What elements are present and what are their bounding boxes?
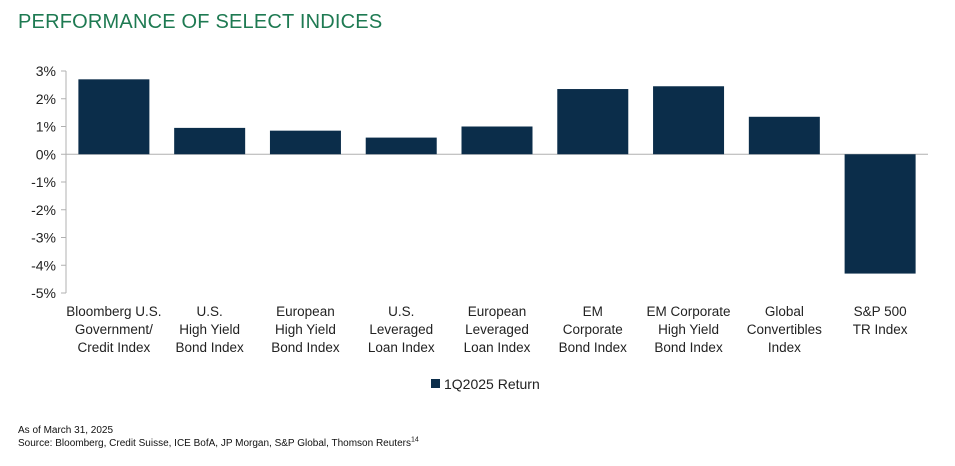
bar xyxy=(174,127,246,155)
source-reference: 14 xyxy=(410,436,419,444)
y-tick-label: -1% xyxy=(31,174,56,190)
as-of-note: As of March 31, 2025 xyxy=(18,425,114,436)
bar-chart: 3% 2% 1% 0% -1% -2% -3% -4% -5% Bloomberg U.S. Gov… xyxy=(31,63,928,392)
bar xyxy=(844,154,916,274)
x-tick-label: EM Corporate Bond Index xyxy=(559,304,628,355)
y-tick-label: -3% xyxy=(31,230,56,246)
y-tick-label: 3% xyxy=(36,63,56,79)
x-tick-label: Global Convertibles Index xyxy=(747,304,822,355)
bar xyxy=(653,86,725,155)
legend-swatch xyxy=(431,379,440,388)
x-tick-label: EM Corporate High Yield Bond Index xyxy=(647,304,731,355)
bar xyxy=(748,116,820,155)
x-tick-label: European Leveraged Loan Index xyxy=(464,304,531,355)
bar xyxy=(269,130,341,155)
y-tick-label: -2% xyxy=(31,202,56,218)
source-text: Source: Bloomberg, Credit Suisse, ICE Bo… xyxy=(18,438,411,449)
y-tick-label: 2% xyxy=(36,91,56,107)
y-tick-label: -4% xyxy=(31,257,56,273)
bar xyxy=(557,89,629,155)
legend-label: 1Q2025 Return xyxy=(444,376,540,392)
chart-title: PERFORMANCE OF SELECT INDICES xyxy=(18,11,383,33)
x-tick-label: Bloomberg U.S. Government/Credit Index xyxy=(66,304,161,355)
bar xyxy=(78,79,150,155)
x-tick-label: European High Yield Bond Index xyxy=(271,304,340,355)
bar xyxy=(461,126,533,155)
x-tick-label: S&P 500 TR Index xyxy=(853,304,908,337)
y-tick-label: 1% xyxy=(36,119,56,135)
bar xyxy=(365,137,437,155)
y-tick-label: 0% xyxy=(36,146,56,162)
y-tick-label: -5% xyxy=(31,285,56,301)
x-tick-label: U.S. Leveraged Loan Index xyxy=(368,304,435,355)
source-note: Source: Bloomberg, Credit Suisse, ICE Bo… xyxy=(18,436,419,449)
x-tick-label: U.S. High Yield Bond Index xyxy=(176,304,245,355)
